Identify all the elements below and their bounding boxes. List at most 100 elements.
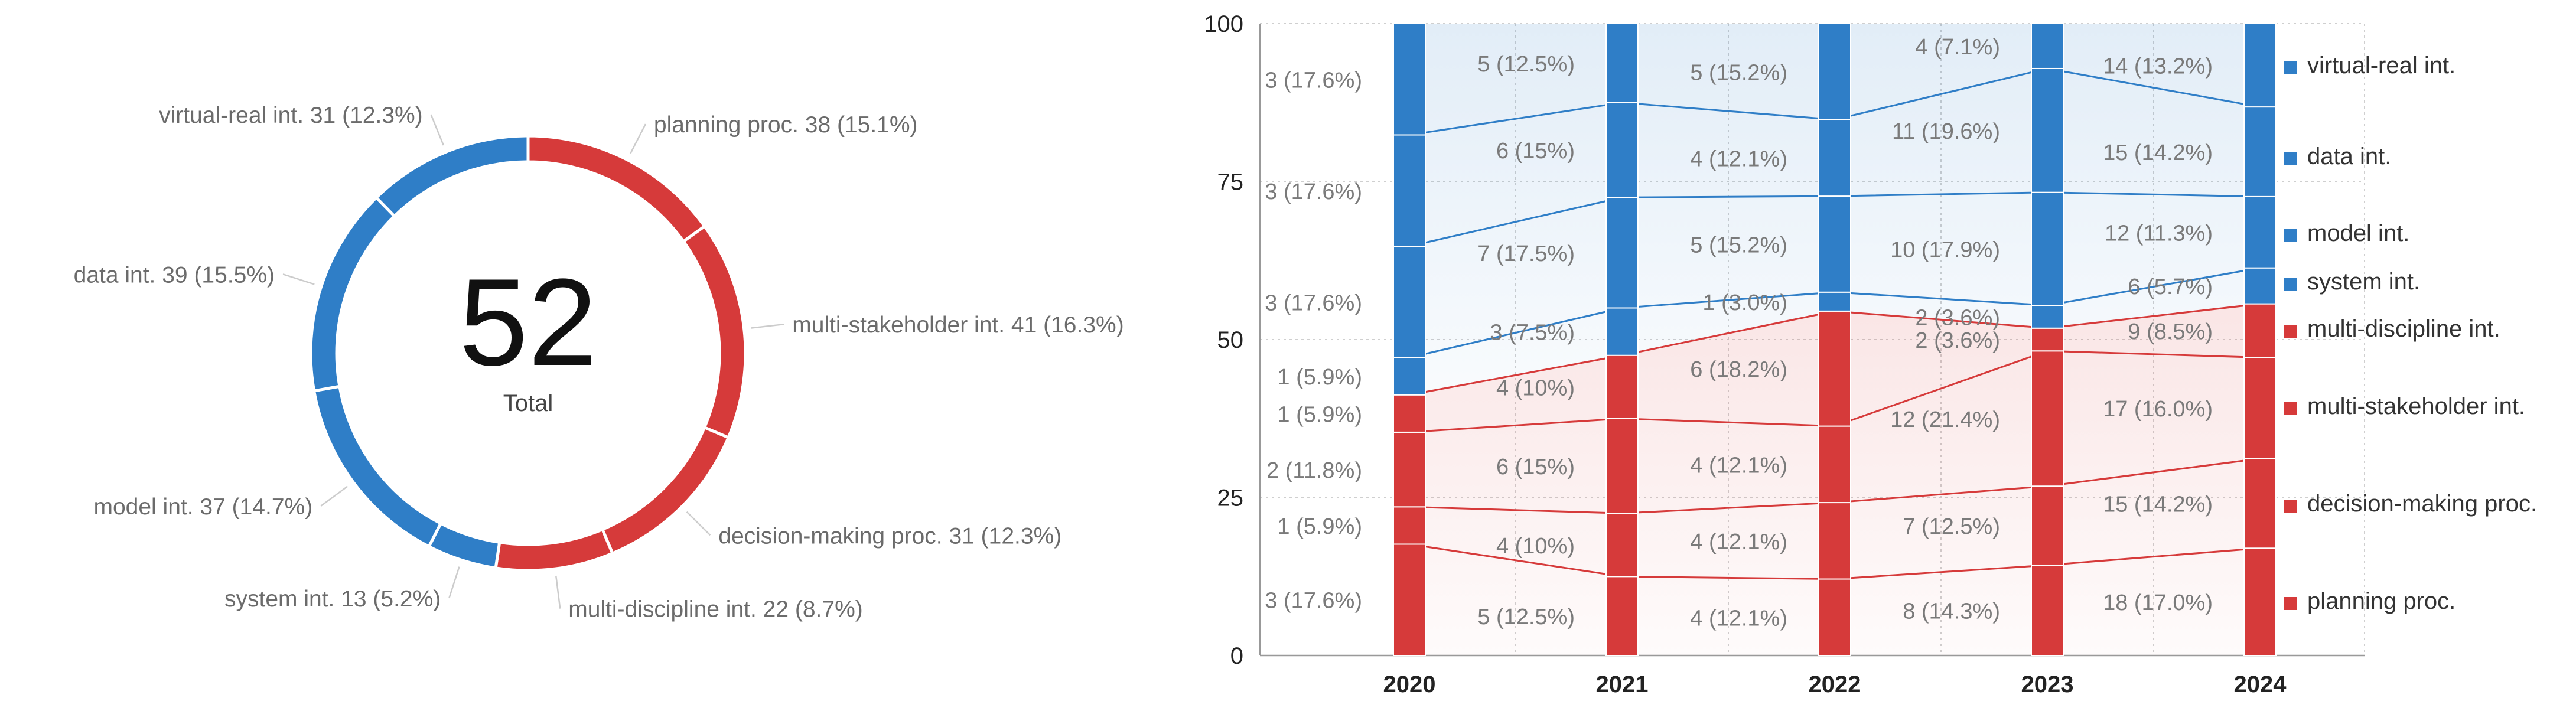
- x-tick-label: 2024: [2234, 671, 2287, 697]
- bar-segment-planning-proc: [1605, 576, 1639, 656]
- bar-segment-multi-stakeholder-int: [2243, 357, 2277, 459]
- bar-label-multi-stakeholder-int: 4 (12.1%): [1690, 453, 1787, 478]
- legend-swatch-multi-stakeholder-int: [2284, 402, 2297, 415]
- bar-label-model-int: 3 (17.6%): [1265, 291, 1362, 315]
- y-tick-label: 25: [1217, 485, 1244, 511]
- bar-segment-model-int: [1818, 195, 1851, 293]
- bar-label-model-int: 12 (11.3%): [2105, 221, 2213, 246]
- y-tick-label: 100: [1204, 11, 1243, 37]
- bar-segment-system-int: [1605, 307, 1639, 356]
- donut-label-decision-making-proc: decision-making proc. 31 (12.3%): [718, 523, 1061, 549]
- bar-label-planning-proc: 5 (12.5%): [1477, 605, 1575, 630]
- donut-leader-line: [282, 273, 315, 285]
- legend-item-system-int: system int.: [2307, 269, 2420, 295]
- bar-segment-multi-stakeholder-int: [1818, 425, 1851, 504]
- legend-swatch-model-int: [2284, 229, 2297, 242]
- x-tick-label: 2023: [2021, 671, 2074, 697]
- legend-swatch-system-int: [2284, 278, 2297, 291]
- bar-segment-system-int: [2031, 305, 2064, 329]
- donut-center-value: 52: [459, 253, 597, 392]
- bar-label-system-int: 1 (3.0%): [1702, 291, 1787, 315]
- donut-slice-model-int: [312, 384, 443, 549]
- donut-label-multi-stakeholder-int: multi-stakeholder int. 41 (16.3%): [792, 312, 1123, 338]
- bar-label-system-int: 2 (3.6%): [1915, 305, 2000, 330]
- bar-label-multi-discipline-int: 4 (10%): [1496, 376, 1575, 400]
- bar-segment-multi-discipline-int: [1818, 310, 1851, 427]
- bar-segment-planning-proc: [1393, 543, 1426, 657]
- bar-label-model-int: 7 (17.5%): [1477, 242, 1575, 266]
- y-tick-label: 0: [1230, 643, 1243, 669]
- bar-segment-system-int: [1818, 291, 1851, 312]
- legend-swatch-data-int: [2284, 152, 2297, 165]
- bar-segment-virtual-real-int: [2031, 23, 2064, 69]
- bar-label-multi-stakeholder-int: 2 (11.8%): [1266, 458, 1362, 483]
- bar-label-decision-making-proc: 4 (12.1%): [1690, 530, 1787, 555]
- legend-swatch-virtual-real-int: [2284, 61, 2297, 74]
- bar-label-decision-making-proc: 7 (12.5%): [1903, 514, 2000, 539]
- bar-segment-model-int: [2243, 195, 2277, 269]
- bar-segment-system-int: [2243, 267, 2277, 305]
- donut-leader-line: [430, 114, 444, 146]
- legend-item-planning-proc: planning proc.: [2307, 588, 2455, 614]
- donut-label-data-int: data int. 39 (15.5%): [74, 262, 275, 288]
- donut-chart: planning proc. 38 (15.1%) multi-stakehold…: [74, 103, 1124, 622]
- donut-leader-line: [320, 485, 348, 507]
- bar-label-virtual-real-int: 5 (15.2%): [1690, 60, 1787, 85]
- y-tick-label: 50: [1217, 327, 1244, 353]
- bar-segment-data-int: [1605, 102, 1639, 198]
- donut-label-system-int: system int. 13 (5.2%): [224, 586, 441, 612]
- x-tick-label: 2021: [1596, 671, 1649, 697]
- bar-label-data-int: 11 (19.6%): [1892, 119, 2000, 144]
- bar-label-system-int: 1 (5.9%): [1277, 365, 1362, 390]
- bar-label-virtual-real-int: 5 (12.5%): [1477, 52, 1575, 77]
- bar-label-planning-proc: 3 (17.6%): [1265, 589, 1362, 614]
- donut-slice-virtual-real-int: [374, 134, 530, 218]
- bar-label-planning-proc: 4 (12.1%): [1690, 606, 1787, 631]
- bar-label-data-int: 4 (12.1%): [1690, 146, 1787, 171]
- donut-leader-line: [751, 323, 784, 329]
- donut-center-label: Total: [503, 390, 553, 416]
- donut-slice-data-int: [309, 195, 397, 393]
- donut-leader-line: [630, 123, 647, 154]
- bar-segment-model-int: [1605, 197, 1639, 309]
- donut-label-planning-proc: planning proc. 38 (15.1%): [654, 112, 918, 138]
- donut-slice-planning-proc: [526, 134, 707, 244]
- bar-label-multi-discipline-int: 1 (5.9%): [1277, 402, 1362, 427]
- legend-swatch-multi-discipline-int: [2284, 325, 2297, 338]
- bar-segment-planning-proc: [2031, 564, 2064, 656]
- bar-segment-decision-making-proc: [1393, 506, 1426, 545]
- stacked-bar-chart: 0 25 50 75 100 3 (17.6%) 1 (5.9%) 2 (11.8%) 1 (5…: [1204, 11, 2365, 697]
- bar-label-decision-making-proc: 4 (10%): [1496, 534, 1575, 559]
- bar-label-virtual-real-int: 3 (17.6%): [1265, 68, 1362, 93]
- legend-item-data-int: data int.: [2307, 143, 2391, 169]
- donut-slice-multi-discipline-int: [494, 527, 615, 572]
- chart-legend: virtual-real int. data int. model int. syst…: [2284, 53, 2537, 614]
- bar-label-multi-discipline-int: 6 (18.2%): [1690, 357, 1787, 382]
- bar-label-virtual-real-int: 4 (7.1%): [1915, 35, 2000, 60]
- bar-label-multi-stakeholder-int: 6 (15%): [1496, 455, 1575, 480]
- donut-leader-line: [686, 511, 711, 536]
- bar-label-virtual-real-int: 14 (13.2%): [2103, 54, 2213, 79]
- bar-segment-virtual-real-int: [1818, 23, 1851, 120]
- bar-segment-decision-making-proc: [2243, 458, 2277, 549]
- bar-label-data-int: 15 (14.2%): [2103, 141, 2213, 165]
- legend-swatch-decision-making-proc: [2284, 500, 2297, 513]
- legend-item-decision-making-proc: decision-making proc.: [2307, 491, 2537, 517]
- bar-label-multi-stakeholder-int: 17 (16.0%): [2103, 397, 2213, 422]
- bar-segment-system-int: [1393, 357, 1426, 396]
- bar-segment-multi-discipline-int: [2243, 303, 2277, 358]
- legend-item-multi-discipline-int: multi-discipline int.: [2307, 316, 2500, 342]
- bar-segment-data-int: [1393, 134, 1426, 247]
- bar-segment-multi-stakeholder-int: [1605, 418, 1639, 514]
- legend-swatch-planning-proc: [2284, 597, 2297, 610]
- legend-item-multi-stakeholder-int: multi-stakeholder int.: [2307, 393, 2525, 419]
- x-tick-label: 2020: [1383, 671, 1436, 697]
- y-tick-label: 75: [1217, 169, 1244, 195]
- donut-leader-line: [555, 575, 561, 609]
- bar-segment-multi-stakeholder-int: [1393, 431, 1426, 508]
- x-tick-label: 2022: [1809, 671, 1861, 697]
- donut-label-model-int: model int. 37 (14.7%): [93, 494, 312, 520]
- bar-segment-planning-proc: [1818, 578, 1851, 657]
- bar-label-system-int: 6 (5.7%): [2128, 275, 2213, 299]
- bar-label-data-int: 3 (17.6%): [1265, 180, 1362, 204]
